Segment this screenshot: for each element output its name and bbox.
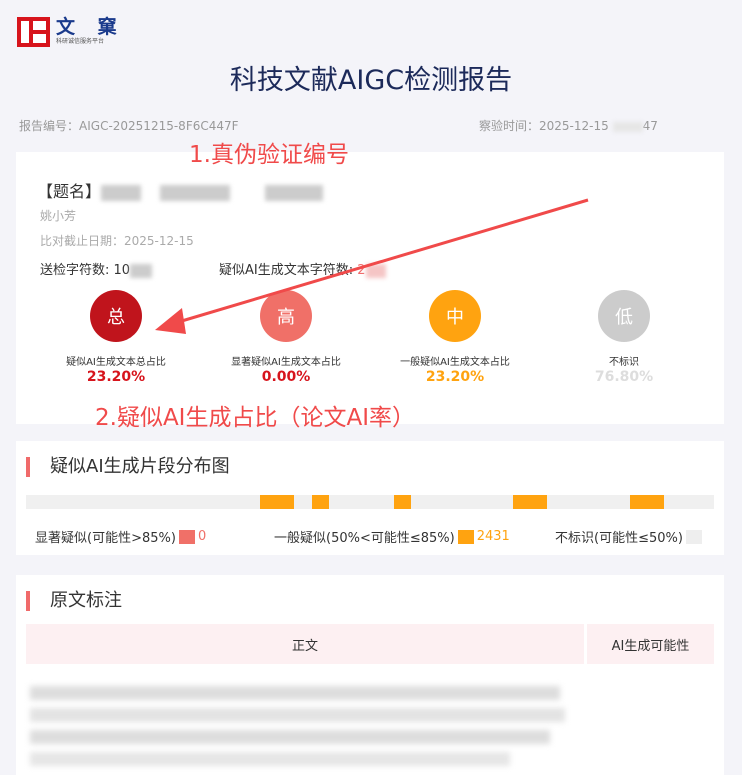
annotation-ai-rate: 2.疑似AI生成占比（论文AI率）	[95, 405, 415, 431]
distribution-segment	[259, 495, 295, 509]
logo-text: 文 窠	[56, 16, 125, 38]
ai-chars: 疑似AI生成文本字符数: 2	[219, 259, 386, 278]
legend-swatch-red	[178, 529, 195, 544]
distribution-bar	[26, 495, 714, 509]
legend-significant: 显著疑似(可能性>85%) 0	[35, 529, 207, 546]
report-number: 报告编号：AIGC-20251215-8F6C447F	[19, 119, 239, 133]
author: 姚小芳	[40, 209, 77, 223]
logo-mark-icon	[17, 17, 50, 47]
annotation-verification: 1.真伪验证编号	[189, 142, 349, 168]
stat-value-2: 23.20%	[425, 369, 485, 385]
blurred-text-line	[30, 752, 510, 766]
page-title: 科技文献AIGC检测报告	[229, 65, 513, 96]
stat-circle-2: 中	[429, 290, 481, 342]
logo-subtitle: 科研诚信服务平台	[56, 38, 105, 45]
legend-swatch-gray	[685, 529, 702, 544]
stat-label-1: 显著疑似AI生成文本占比	[231, 357, 341, 368]
stat-label-2: 一般疑似AI生成文本占比	[400, 357, 510, 368]
blurred-text-line	[30, 730, 550, 744]
stat-label-0: 疑似AI生成文本总占比	[66, 357, 166, 368]
stat-circle-0: 总	[90, 290, 142, 342]
distribution-segment	[311, 495, 329, 509]
distribution-segment	[394, 495, 412, 509]
stat-circle-3: 低	[598, 290, 650, 342]
distribution-segment	[630, 495, 665, 509]
column-header-text: 正文	[26, 624, 584, 664]
stat-value-1: 0.00%	[261, 369, 311, 385]
legend-general: 一般疑似(50%<可能性≤85%) 2431	[274, 529, 510, 546]
stat-circle-1: 高	[260, 290, 312, 342]
stat-value-3: 76.80%	[594, 369, 654, 385]
legend-swatch-orange	[457, 529, 474, 544]
check-time: 察验时间：2025-12-15 47	[479, 119, 658, 133]
blurred-text-line	[30, 686, 560, 700]
distribution-segment	[513, 495, 547, 509]
paper-title: 【题名】	[37, 178, 324, 202]
submitted-chars: 送检字符数: 10	[40, 259, 153, 278]
distribution-title: 疑似AI生成片段分布图	[26, 457, 230, 477]
stat-value-0: 23.20%	[86, 369, 146, 385]
stat-label-3: 不标识	[609, 357, 639, 368]
blurred-text-line	[30, 708, 565, 722]
legend-unmarked: 不标识(可能性≤50%)	[555, 527, 705, 546]
column-header-ai: AI生成可能性	[587, 624, 714, 664]
cutoff-date: 比对截止日期：2025-12-15	[40, 234, 194, 248]
logo: 文 窠科研诚信服务平台	[17, 17, 125, 47]
original-title: 原文标注	[26, 591, 122, 611]
